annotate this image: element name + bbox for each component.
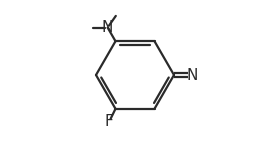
Text: N: N bbox=[102, 20, 113, 35]
Text: N: N bbox=[186, 68, 198, 82]
Text: F: F bbox=[105, 114, 113, 129]
